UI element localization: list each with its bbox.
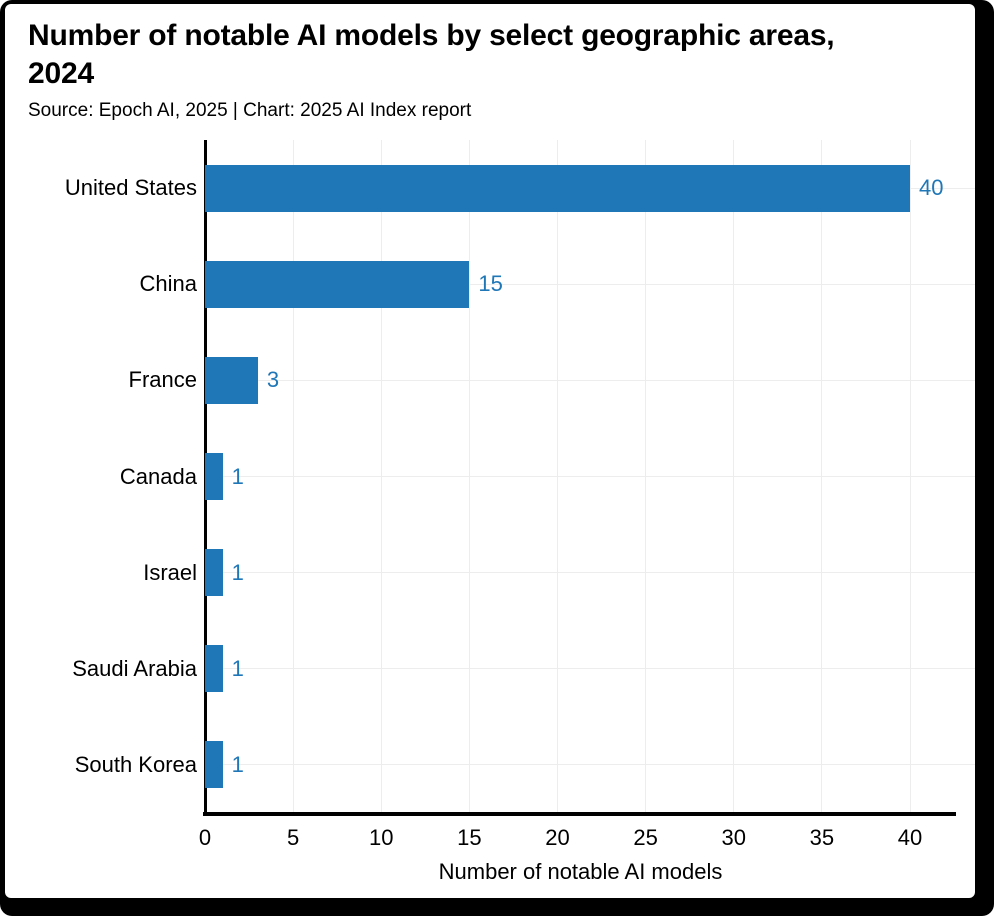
bar xyxy=(205,741,223,789)
vertical-gridline xyxy=(909,140,911,813)
horizontal-gridline xyxy=(205,668,975,670)
bar-value-label: 3 xyxy=(266,367,280,393)
chart-card: Number of notable AI models by select ge… xyxy=(5,4,975,898)
x-axis-tick-label: 35 xyxy=(809,825,835,850)
bar-value-label: 40 xyxy=(919,175,944,201)
vertical-gridline xyxy=(645,140,647,813)
bar-value-label: 1 xyxy=(231,655,244,681)
bar-value-label: 1 xyxy=(231,559,244,585)
vertical-gridline xyxy=(733,140,735,813)
y-axis-category-label: Saudi Arabia xyxy=(72,655,197,681)
x-axis-spine xyxy=(203,812,956,816)
y-axis-category-label: United States xyxy=(64,175,197,201)
y-axis-category-label: South Korea xyxy=(74,751,197,777)
y-axis-category-label: China xyxy=(139,271,197,297)
horizontal-gridline xyxy=(205,379,975,381)
x-axis-tick-label: 40 xyxy=(897,825,923,850)
x-axis-title: Number of notable AI models xyxy=(438,859,723,884)
x-axis-tick-label: 15 xyxy=(457,825,482,850)
bar-value-label: 1 xyxy=(231,463,244,489)
x-axis-tick-label: 25 xyxy=(633,825,658,850)
bar xyxy=(205,645,223,693)
y-axis-category-label: France xyxy=(128,367,197,393)
vertical-gridline xyxy=(557,140,558,813)
x-axis-tick-label: 30 xyxy=(721,825,746,850)
bar xyxy=(205,164,910,212)
bar-value-label: 1 xyxy=(231,751,244,777)
plot-area: 40 15 3 1 1 1 1 xyxy=(203,140,975,816)
y-axis-category-label: Israel xyxy=(143,559,197,585)
y-axis-category-labels: United States China France Canada Israel Saud… xyxy=(5,140,197,813)
x-axis-tick-label: 5 xyxy=(287,825,300,850)
vertical-gridline xyxy=(468,140,470,813)
vertical-gridline xyxy=(292,140,294,813)
horizontal-gridline xyxy=(205,476,975,477)
bar xyxy=(205,356,258,404)
chart-title: Number of notable AI models by select ge… xyxy=(28,19,835,90)
horizontal-gridline xyxy=(205,764,975,766)
bar xyxy=(205,260,470,308)
vertical-gridline xyxy=(380,140,382,813)
x-axis-tick-labels: 0 5 10 15 20 25 30 35 40 xyxy=(199,824,975,852)
horizontal-gridline xyxy=(205,572,975,574)
x-axis-tick-label: 0 xyxy=(198,825,212,850)
vertical-gridline xyxy=(821,140,823,813)
bar xyxy=(205,549,223,597)
y-axis-category-label: Canada xyxy=(119,463,197,489)
x-axis-tick-label: 10 xyxy=(369,825,394,850)
bar-value-label: 15 xyxy=(478,271,503,297)
horizontal-gridline xyxy=(205,283,975,285)
x-axis-tick-label: 20 xyxy=(545,825,570,850)
chart-source-note: Source: Epoch AI, 2025 | Chart: 2025 AI … xyxy=(28,100,472,121)
bar xyxy=(205,453,223,500)
